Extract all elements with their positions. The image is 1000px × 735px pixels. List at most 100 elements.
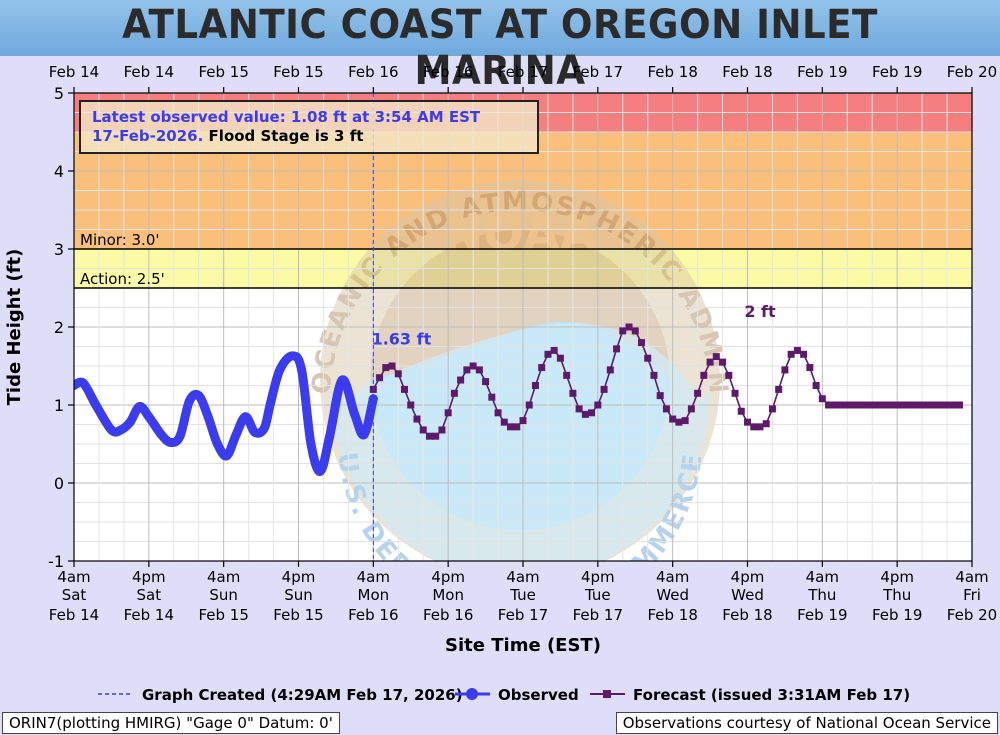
threshold-label: Action: 2.5' xyxy=(80,270,165,288)
forecast-point xyxy=(507,423,515,431)
legend-label-observed: Observed xyxy=(498,686,579,704)
observed-point xyxy=(250,427,260,437)
top-axis-label: Feb 19 xyxy=(872,63,922,81)
x-tick-time: 4pm xyxy=(880,568,914,586)
x-tick-date: Feb 16 xyxy=(423,606,473,624)
tide-chart: NOAA NATIONAL OCEANIC AND ATMOSPHERIC AD… xyxy=(4,63,997,704)
y-tick-label: 0 xyxy=(54,474,64,493)
forecast-point xyxy=(594,401,602,409)
forecast-point xyxy=(388,362,396,370)
x-tick-day: Thu xyxy=(882,586,911,604)
observed-point xyxy=(116,425,126,435)
forecast-point xyxy=(725,371,733,379)
threshold-label: Minor: 3.0' xyxy=(80,231,160,249)
datum-info: ORIN7(plotting HMIRG) "Gage 0" Datum: 0' xyxy=(2,712,340,734)
latest-observed-date: 17-Feb-2026. xyxy=(92,127,203,145)
x-tick-date: Feb 18 xyxy=(722,606,772,624)
top-axis-label: Feb 14 xyxy=(124,63,174,81)
y-tick-label: 4 xyxy=(54,162,64,181)
observed-point xyxy=(175,431,185,441)
x-tick-day: Thu xyxy=(807,586,836,604)
forecast-point xyxy=(850,401,858,409)
top-axis-label: Feb 18 xyxy=(722,63,772,81)
observed-point xyxy=(368,394,378,404)
forecast-point xyxy=(768,405,776,413)
top-axis-label: Feb 17 xyxy=(573,63,623,81)
top-axis-label: Feb 17 xyxy=(498,63,548,81)
x-tick-date: Feb 20 xyxy=(947,606,997,624)
legend-label-created: Graph Created (4:29AM Feb 17, 2026) xyxy=(142,686,463,704)
forecast-point xyxy=(606,366,614,374)
forecast-point xyxy=(407,401,415,409)
x-tick-day: Fri xyxy=(963,586,981,604)
observed-point xyxy=(166,437,176,447)
latest-observed-line1: Latest observed value: 1.08 ft at 3:54 A… xyxy=(92,108,481,126)
observed-point xyxy=(359,430,369,440)
observed-point xyxy=(337,375,347,385)
forecast-point xyxy=(825,401,833,409)
x-tick-date: Feb 14 xyxy=(124,606,174,624)
forecast-point xyxy=(712,353,720,361)
forecast-point xyxy=(756,423,764,431)
forecast-point xyxy=(600,385,608,393)
forecast-point xyxy=(457,376,465,384)
x-tick-time: 4am xyxy=(357,568,390,586)
x-tick-date: Feb 17 xyxy=(573,606,623,624)
forecast-point xyxy=(868,401,876,409)
y-tick-label: 1 xyxy=(54,396,64,415)
forecast-point xyxy=(874,401,882,409)
forecast-point xyxy=(781,366,789,374)
x-tick-day: Sat xyxy=(62,586,87,604)
legend: Graph Created (4:29AM Feb 17, 2026) Obser… xyxy=(98,686,910,704)
top-axis-label: Feb 19 xyxy=(797,63,847,81)
forecast-point xyxy=(463,366,471,374)
x-tick-time: 4am xyxy=(57,568,90,586)
flood-stage-text: Flood Stage is 3 ft xyxy=(203,127,363,145)
x-tick-time: 4pm xyxy=(581,568,615,586)
forecast-point xyxy=(513,423,521,431)
x-tick-day: Tue xyxy=(509,586,536,604)
top-axis-label: Feb 15 xyxy=(198,63,248,81)
observed-point xyxy=(325,431,335,441)
forecast-point xyxy=(887,401,895,409)
x-tick-day: Sun xyxy=(209,586,238,604)
observed-point xyxy=(212,439,222,449)
forecast-point xyxy=(675,418,683,426)
peak-label: 2 ft xyxy=(744,302,776,321)
legend-label-forecast: Forecast (issued 3:31AM Feb 17) xyxy=(633,686,910,704)
top-axis-label: Feb 16 xyxy=(348,63,398,81)
observed-point xyxy=(156,430,166,440)
watermark-noaa: NOAA xyxy=(443,206,597,262)
legend-marker-observed xyxy=(466,688,478,700)
forecast-point xyxy=(918,401,926,409)
observed-point xyxy=(265,398,275,408)
forecast-point xyxy=(949,401,957,409)
x-tick-time: 4am xyxy=(806,568,839,586)
x-tick-date: Feb 15 xyxy=(198,606,248,624)
forecast-point xyxy=(793,346,801,354)
x-tick-time: 4am xyxy=(955,568,988,586)
forecast-point xyxy=(694,389,702,397)
observed-point xyxy=(315,466,325,476)
forecast-point xyxy=(650,371,658,379)
forecast-point xyxy=(556,354,564,362)
top-axis-label: Feb 15 xyxy=(273,63,323,81)
forecast-point xyxy=(531,382,539,389)
data-credit: Observations courtesy of National Ocean … xyxy=(615,712,998,734)
x-tick-day: Sat xyxy=(137,586,162,604)
top-axis-label: Feb 18 xyxy=(647,63,697,81)
forecast-point xyxy=(843,401,851,409)
forecast-point xyxy=(637,339,645,347)
forecast-point xyxy=(812,382,820,389)
forecast-point xyxy=(525,401,533,409)
observed-point xyxy=(259,423,269,433)
forecast-point xyxy=(700,371,708,379)
forecast-point xyxy=(706,358,714,366)
top-axis-label: Feb 20 xyxy=(947,63,997,81)
observed-point xyxy=(184,396,194,406)
forecast-point xyxy=(401,385,409,393)
forecast-point xyxy=(924,401,932,409)
forecast-point xyxy=(438,426,446,434)
forecast-point xyxy=(475,366,483,374)
observed-point xyxy=(231,430,241,440)
